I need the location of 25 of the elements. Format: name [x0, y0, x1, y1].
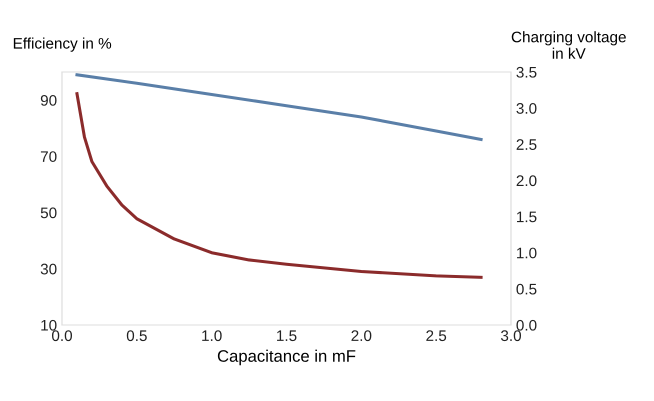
- line-series: [75, 92, 483, 279]
- y2-tick-label: 2.5: [516, 139, 536, 150]
- y2-tick-label: 0.5: [516, 284, 536, 295]
- y2-tick-label: 3.5: [516, 66, 536, 78]
- y2-axis-title: Charging voltage in kV: [512, 31, 626, 59]
- x-tick-label: 1.5: [277, 330, 296, 342]
- y2-tick-label: 1.0: [517, 248, 536, 258]
- y-tick-label: 50: [40, 207, 57, 218]
- y2-tick-label: 3.0: [516, 103, 536, 114]
- y2-tick-label: 2.0: [516, 175, 536, 186]
- y-tick-label: 90: [40, 94, 57, 106]
- y2-tick-label: 0.0: [516, 320, 536, 331]
- y-tick-label: 70: [40, 151, 57, 162]
- line-series: [75, 73, 483, 141]
- x-tick-label: 2.5: [426, 330, 446, 342]
- x-tick-label: 1.0: [202, 330, 222, 342]
- y-axis-title: Efficiency in %: [14, 38, 112, 52]
- x-axis-title: Capacitance in mF: [218, 350, 356, 366]
- x-tick-label: 0.5: [126, 330, 147, 342]
- y2-tick-label: 1.5: [517, 212, 536, 222]
- y-tick-label: 10: [41, 320, 57, 331]
- x-tick-label: 2.0: [351, 330, 372, 342]
- x-tick-label: 3.0: [500, 330, 522, 342]
- x-tick-label: 0.0: [52, 330, 72, 342]
- y-tick-label: 30: [40, 264, 57, 274]
